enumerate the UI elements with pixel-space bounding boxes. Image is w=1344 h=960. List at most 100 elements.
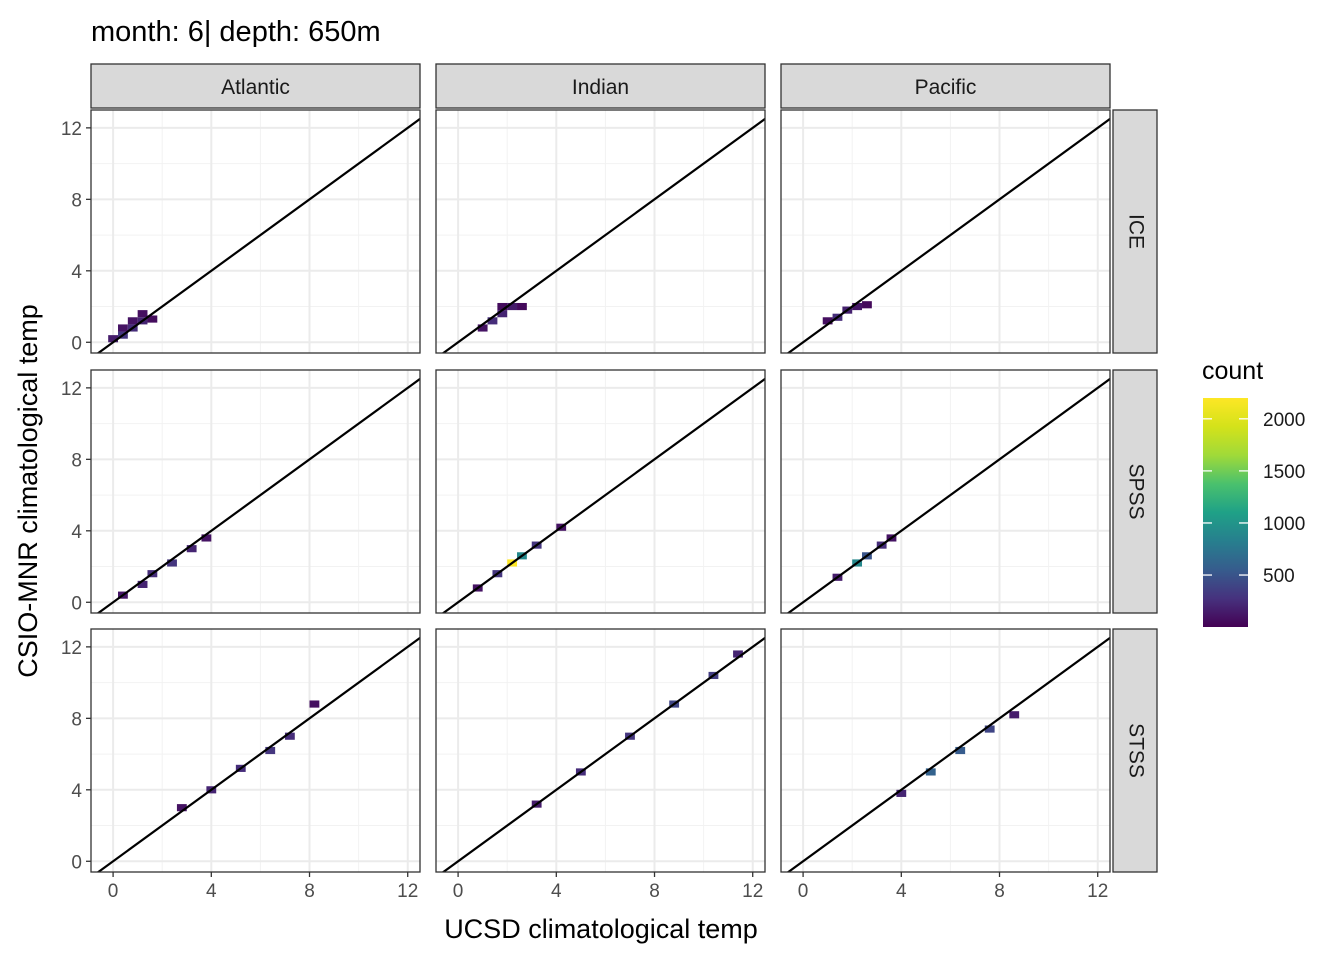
column-strips: Atlantic Indian Pacific (90, 63, 1111, 109)
heatmap-cell (1009, 711, 1020, 719)
heatmap-cell (201, 534, 212, 542)
heatmap-cell (127, 317, 138, 325)
heatmap-cell (733, 650, 743, 658)
heatmap-cell (147, 315, 158, 323)
panel-background (436, 370, 765, 613)
x-tick-label: 0 (108, 881, 119, 902)
identity-line (441, 637, 765, 872)
heatmap-cell (137, 310, 148, 318)
heatmap-cell (477, 324, 488, 332)
heatmap-cells (896, 711, 1020, 797)
y-tick-label: 8 (71, 450, 82, 471)
y-tick-label: 4 (71, 262, 82, 283)
legend-label: 1500 (1263, 462, 1305, 483)
panel-border (90, 369, 421, 614)
strip-label: ICE (1124, 214, 1147, 249)
strip-stss: STSS (1112, 628, 1158, 873)
panel-pacific-stss (780, 628, 1111, 877)
heatmap-cell (309, 700, 320, 708)
facet-panels (86, 109, 1111, 877)
panel-atlantic-spss (86, 369, 421, 614)
heatmap-cell (497, 310, 508, 318)
y-tick-label: 0 (71, 852, 82, 873)
legend-labels: 2000 1500 1000 500 (1203, 410, 1305, 587)
panel-background (91, 370, 420, 613)
y-tick-label: 4 (71, 781, 82, 802)
panel-border (90, 628, 421, 873)
strip-label: Atlantic (221, 76, 290, 99)
y-tick-label: 12 (61, 119, 82, 140)
strip-background (90, 63, 421, 109)
panel-background (436, 629, 765, 872)
panel-pacific-ice (780, 109, 1111, 354)
strip-pacific: Pacific (780, 63, 1111, 109)
x-tick-label: 12 (1087, 881, 1108, 902)
legend-colorbar (1203, 398, 1248, 627)
y-tick-label: 4 (71, 522, 82, 543)
strip-background (1112, 628, 1158, 873)
legend-title: count (1202, 357, 1263, 385)
chart-title: month: 6| depth: 650m (91, 16, 381, 48)
y-axis-title: CSIO-MNR climatological temp (13, 304, 43, 678)
heatmap-cell (507, 302, 518, 311)
heatmap-cell (176, 804, 187, 812)
x-tick-label: 8 (994, 881, 1005, 902)
heatmap-cell (984, 725, 995, 733)
identity-line (786, 637, 1110, 872)
identity-line (96, 378, 420, 613)
identity-line (96, 637, 420, 872)
y-tick-label: 0 (71, 593, 82, 614)
y-tick-label: 12 (61, 379, 82, 400)
heatmap-cell (186, 545, 197, 553)
panel-border (90, 109, 421, 354)
panel-atlantic-stss (86, 628, 421, 877)
x-tick-label: 4 (896, 881, 907, 902)
x-tick-label: 8 (304, 881, 315, 902)
x-tick-label: 8 (649, 881, 660, 902)
heatmap-cell (284, 732, 295, 740)
heatmap-cell (487, 317, 498, 325)
identity-line (96, 118, 420, 353)
y-tick-label: 8 (71, 190, 82, 211)
x-tick-label: 0 (453, 881, 464, 902)
identity-line (786, 118, 1110, 353)
y-tick-labels: 0 4 8 12 0 4 8 12 0 4 8 12 (61, 119, 83, 873)
panel-border (435, 109, 766, 354)
x-tick-label: 4 (551, 881, 562, 902)
heatmap-cell (517, 302, 527, 311)
x-tick-labels: 0 4 8 12 0 4 8 12 0 4 8 12 (108, 881, 1108, 902)
heatmap-cell (118, 324, 128, 332)
panel-background (436, 110, 765, 353)
heatmap-cell (167, 559, 177, 567)
panel-atlantic-ice (86, 109, 421, 354)
panel-indian-spss (435, 369, 766, 614)
row-strips: ICE SPSS STSS (1112, 109, 1158, 873)
legend-label: 1000 (1263, 514, 1305, 535)
strip-background (1112, 369, 1158, 614)
x-axis-title: UCSD climatological temp (444, 914, 758, 944)
heatmap-cell (108, 335, 119, 343)
x-tick-label: 4 (206, 881, 217, 902)
heatmap-cell (862, 301, 872, 309)
panel-background (781, 370, 1110, 613)
strip-label: STSS (1124, 723, 1147, 778)
y-tick-label: 8 (71, 709, 82, 730)
panel-pacific-spss (780, 369, 1111, 614)
strip-indian: Indian (435, 63, 766, 109)
heatmap-cell (896, 789, 907, 797)
strip-background (435, 63, 766, 109)
strip-label: Indian (572, 76, 629, 99)
x-tick-label: 12 (397, 881, 418, 902)
strip-background (780, 63, 1111, 109)
panel-indian-ice (435, 109, 766, 354)
identity-line (786, 378, 1110, 613)
y-tick-label: 12 (61, 638, 82, 659)
heatmap-cell (852, 302, 863, 311)
panel-border (435, 369, 766, 614)
panel-border (780, 628, 1111, 873)
heatmap-cell (822, 317, 833, 325)
y-tick-label: 0 (71, 333, 82, 354)
heatmap-cell (955, 746, 966, 755)
panel-indian-stss (435, 628, 766, 877)
